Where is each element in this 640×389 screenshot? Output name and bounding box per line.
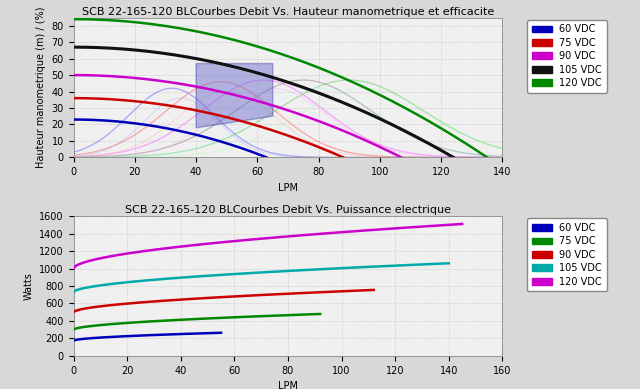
Y-axis label: Watts: Watts xyxy=(24,272,34,300)
Title: SCB 22-165-120 BLCourbes Debit Vs. Hauteur manometrique et efficacite: SCB 22-165-120 BLCourbes Debit Vs. Haute… xyxy=(82,7,494,17)
X-axis label: LPM: LPM xyxy=(278,381,298,389)
X-axis label: LPM: LPM xyxy=(278,182,298,193)
Legend: 60 VDC, 75 VDC, 90 VDC, 105 VDC, 120 VDC: 60 VDC, 75 VDC, 90 VDC, 105 VDC, 120 VDC xyxy=(527,218,607,291)
Legend: 60 VDC, 75 VDC, 90 VDC, 105 VDC, 120 VDC: 60 VDC, 75 VDC, 90 VDC, 105 VDC, 120 VDC xyxy=(527,19,607,93)
Polygon shape xyxy=(196,63,273,128)
Y-axis label: Hauteur manometrique (m) / (%): Hauteur manometrique (m) / (%) xyxy=(36,7,46,168)
Title: SCB 22-165-120 BLCourbes Debit Vs. Puissance electrique: SCB 22-165-120 BLCourbes Debit Vs. Puiss… xyxy=(125,205,451,215)
